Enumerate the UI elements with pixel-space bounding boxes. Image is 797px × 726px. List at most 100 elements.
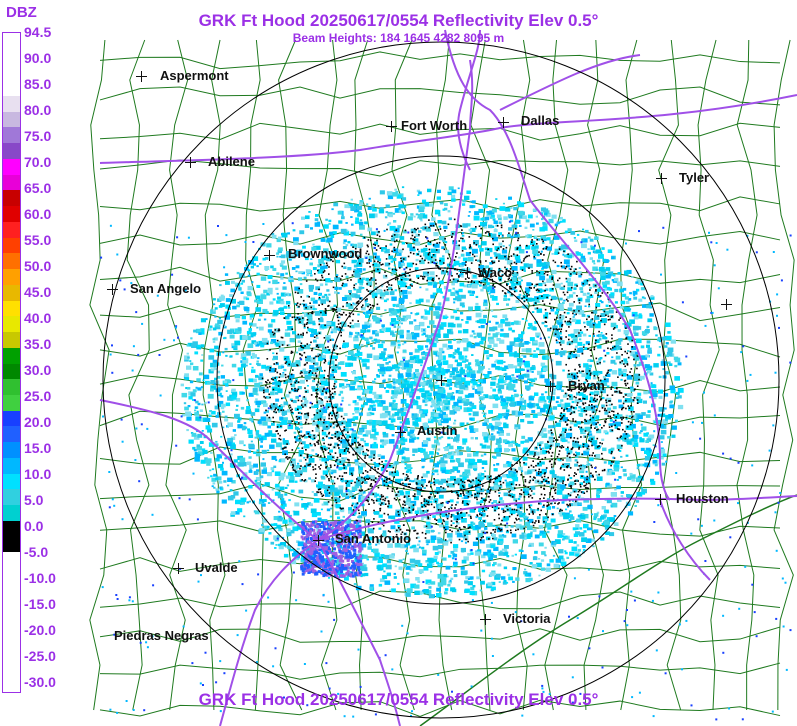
echo-cell [532, 327, 537, 331]
echo-cell [433, 337, 439, 342]
echo-cell [534, 534, 540, 539]
echo-cell [450, 315, 455, 319]
echo-cell [267, 502, 271, 504]
echo-cell [566, 296, 571, 299]
echo-cell [355, 331, 358, 335]
echo-cell [365, 358, 370, 363]
echo-cell [618, 346, 622, 349]
echo-cell [411, 526, 415, 530]
echo-cell [326, 299, 329, 302]
echo-cell [396, 470, 399, 472]
echo-cell [405, 565, 411, 570]
echo-cell [473, 462, 478, 466]
echo-cell [626, 269, 632, 274]
echo-cell [413, 215, 416, 218]
echo-cell [476, 501, 481, 505]
echo-cell [393, 364, 399, 368]
echo-cell [483, 561, 487, 564]
echo-cell [588, 433, 593, 437]
echo-cell [453, 269, 457, 271]
echo-cell [438, 494, 444, 499]
echo-cell [184, 373, 189, 378]
echo-cell [276, 292, 279, 295]
echo-cell [447, 443, 451, 447]
echo-cell [524, 341, 529, 345]
echo-cell [545, 522, 552, 528]
echo-cell [403, 428, 408, 432]
echo-cell [426, 336, 430, 339]
echo-cell [386, 191, 393, 196]
echo-cell [426, 437, 431, 442]
coastline [419, 494, 797, 726]
echo-cell [503, 492, 508, 497]
echo-cell [653, 421, 656, 424]
echo-cell [353, 583, 357, 586]
echo-cell [585, 406, 592, 411]
echo-cell [358, 286, 363, 290]
echo-cell [485, 265, 489, 269]
echo-cell [627, 298, 632, 301]
echo-cell [333, 326, 338, 330]
echo-cell [467, 493, 473, 498]
echo-cell [341, 216, 345, 220]
echo-cell [625, 301, 630, 304]
echo-cell [283, 401, 289, 406]
echo-cell [268, 430, 273, 434]
echo-cell [614, 426, 619, 429]
echo-cell [448, 387, 452, 390]
echo-cell [457, 187, 460, 190]
echo-cell [583, 464, 588, 469]
echo-cell [444, 588, 449, 591]
echo-cell [398, 264, 403, 268]
echo-cell [556, 507, 559, 510]
echo-cell [526, 516, 529, 519]
echo-cell [338, 366, 342, 370]
echo-cell [278, 460, 282, 463]
echo-cell [460, 566, 465, 570]
echo-cell [373, 338, 378, 342]
echo-cell [353, 336, 359, 342]
echo-cell [379, 369, 385, 375]
echo-cell [246, 399, 249, 402]
echo-cell [224, 315, 230, 320]
echo-cell [480, 279, 483, 282]
echo-cell [373, 355, 380, 361]
echo-cell [618, 399, 622, 403]
echo-cell [214, 377, 217, 380]
echo-cell [301, 216, 305, 220]
echo-cell [453, 438, 458, 442]
echo-cell [537, 442, 542, 446]
echo-cell [433, 282, 438, 286]
echo-cell [596, 429, 602, 434]
echo-cell [400, 507, 405, 511]
echo-cell [340, 509, 345, 513]
echo-cell [465, 576, 470, 580]
echo-cell [436, 536, 441, 541]
echo-cell [234, 340, 241, 346]
echo-cell [506, 303, 509, 306]
echo-cell [530, 531, 533, 534]
echo-cell [250, 440, 253, 443]
echo-cell [235, 329, 242, 334]
echo-cell [598, 371, 603, 374]
echo-cell [443, 225, 448, 230]
echo-cell [282, 397, 285, 399]
echo-cell [410, 583, 416, 589]
echo-cell [392, 212, 396, 215]
echo-cell [635, 281, 639, 284]
echo-cell [644, 455, 651, 461]
echo-cell [331, 351, 335, 354]
echo-cell [421, 351, 426, 356]
echo-cell [343, 413, 348, 416]
echo-cell [231, 480, 236, 484]
echo-cell [418, 298, 424, 303]
echo-cell [374, 292, 378, 296]
echo-cell [417, 345, 424, 350]
echo-cell [213, 367, 218, 371]
echo-cell [338, 316, 341, 319]
echo-cell [406, 330, 410, 333]
echo-cell [399, 362, 404, 366]
echo-cell [222, 426, 225, 429]
echo-cell [329, 470, 333, 474]
echo-cell [319, 458, 322, 461]
